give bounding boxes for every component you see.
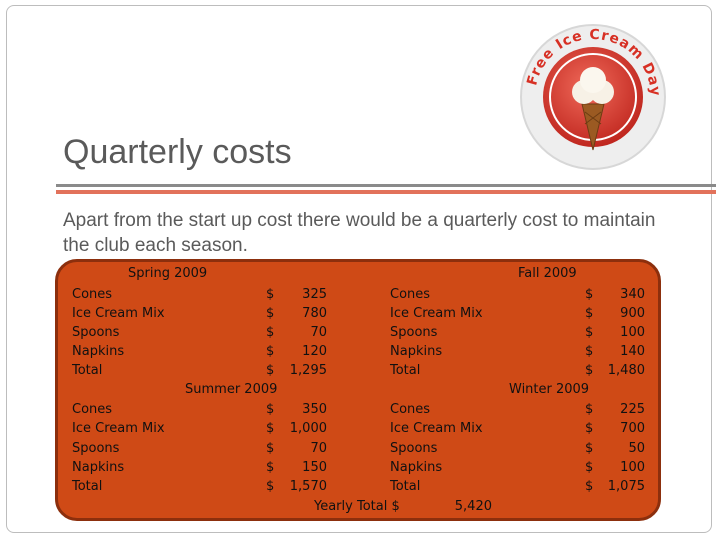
spring-item-cones: Cones	[72, 287, 113, 302]
spring-header: Spring 2009	[128, 266, 208, 281]
summer-item-napkins: Napkins	[72, 460, 125, 475]
summer-amount-spoons: 70	[310, 441, 327, 456]
spring-amount-napkins: 120	[302, 344, 327, 359]
fall-currency: $	[585, 325, 594, 340]
slide-body-text: Apart from the start up cost there would…	[63, 210, 656, 256]
winter-amount-cones: 225	[620, 402, 645, 417]
fall-item-napkins: Napkins	[390, 344, 443, 359]
winter-currency: $	[585, 402, 594, 417]
spring-amount-cones: 325	[302, 287, 327, 302]
summer-amount-napkins: 150	[302, 460, 327, 475]
winter-amount-napkins: 100	[620, 460, 645, 475]
fall-item-mix: Ice Cream Mix	[390, 306, 483, 321]
fall-item-total: Total	[390, 363, 421, 378]
fall-amount-napkins: 140	[620, 344, 645, 359]
spring-item-napkins: Napkins	[72, 344, 125, 359]
summer-header: Summer 2009	[185, 382, 278, 397]
fall-amount-mix: 900	[620, 306, 645, 321]
winter-currency: $	[585, 460, 594, 475]
summer-item-mix: Ice Cream Mix	[72, 421, 165, 436]
ice-cream-cone-icon	[572, 67, 614, 151]
winter-item-spoons: Spoons	[390, 441, 438, 456]
fall-item-spoons: Spoons	[390, 325, 438, 340]
fall-amount-total: 1,480	[607, 363, 645, 378]
summer-amount-cones: 350	[302, 402, 327, 417]
spring-amount-total: 1,295	[289, 363, 327, 378]
winter-item-mix: Ice Cream Mix	[390, 421, 483, 436]
cost-table-panel	[55, 259, 661, 521]
fall-currency: $	[585, 363, 594, 378]
yearly-total-value: 5,420	[454, 499, 492, 514]
winter-currency: $	[585, 479, 594, 494]
summer-currency: $	[266, 402, 275, 417]
spring-currency: $	[266, 325, 275, 340]
winter-currency: $	[585, 441, 594, 456]
summer-amount-total: 1,570	[289, 479, 327, 494]
fall-item-cones: Cones	[390, 287, 431, 302]
summer-currency: $	[266, 479, 275, 494]
winter-item-total: Total	[390, 479, 421, 494]
winter-amount-mix: 700	[620, 421, 645, 436]
summer-currency: $	[266, 441, 275, 456]
winter-amount-spoons: 50	[628, 441, 645, 456]
summer-item-total: Total	[72, 479, 103, 494]
fall-currency: $	[585, 344, 594, 359]
fall-amount-spoons: 100	[620, 325, 645, 340]
summer-currency: $	[266, 460, 275, 475]
fall-currency: $	[585, 287, 594, 302]
slide-title: Quarterly costs	[63, 133, 292, 171]
summer-item-spoons: Spoons	[72, 441, 120, 456]
fall-header: Fall 2009	[518, 266, 577, 281]
spring-currency: $	[266, 306, 275, 321]
summer-item-cones: Cones	[72, 402, 113, 417]
spring-currency: $	[266, 344, 275, 359]
winter-item-napkins: Napkins	[390, 460, 443, 475]
fall-currency: $	[585, 306, 594, 321]
free-ice-cream-day-badge: Free Ice Cream Day	[520, 24, 666, 170]
winter-amount-total: 1,075	[607, 479, 645, 494]
winter-item-cones: Cones	[390, 402, 431, 417]
fall-amount-cones: 340	[620, 287, 645, 302]
spring-currency: $	[266, 287, 275, 302]
spring-item-mix: Ice Cream Mix	[72, 306, 165, 321]
summer-amount-mix: 1,000	[289, 421, 327, 436]
spring-amount-mix: 780	[302, 306, 327, 321]
winter-currency: $	[585, 421, 594, 436]
spring-amount-spoons: 70	[310, 325, 327, 340]
yearly-total-label: Yearly Total $	[314, 499, 400, 514]
spring-item-total: Total	[72, 363, 103, 378]
title-divider-accent	[56, 190, 716, 194]
title-divider-gray	[56, 184, 716, 187]
spring-item-spoons: Spoons	[72, 325, 120, 340]
summer-currency: $	[266, 421, 275, 436]
winter-header: Winter 2009	[509, 382, 590, 397]
spring-currency: $	[266, 363, 275, 378]
